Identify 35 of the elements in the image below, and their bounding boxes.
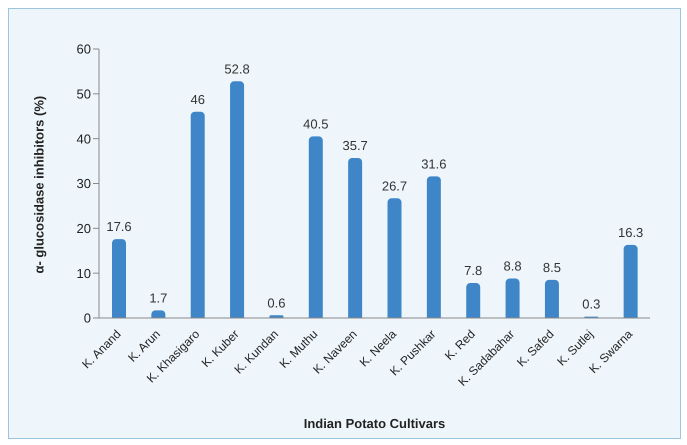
data-label: 46: [190, 92, 205, 107]
bar: [466, 283, 480, 318]
y-tick-label: 30: [76, 176, 91, 192]
data-label: 0.6: [267, 295, 286, 310]
y-tick-label: 10: [76, 266, 91, 281]
y-tick-label: 20: [76, 220, 91, 236]
data-label: 8.5: [542, 260, 561, 275]
x-axis-title: Indian Potato Cultivars: [304, 416, 446, 431]
data-label: 52.8: [224, 61, 250, 76]
data-label: 35.7: [342, 138, 368, 153]
y-tick-label: 0: [84, 310, 91, 326]
data-label: 0.3: [582, 296, 600, 312]
bar: [190, 112, 205, 318]
bar: [506, 278, 520, 318]
bar: [112, 239, 126, 318]
bar: [348, 158, 362, 318]
data-label: 40.5: [303, 116, 328, 132]
bar: [388, 198, 402, 318]
bar: [426, 176, 441, 318]
y-tick-label: 40: [76, 131, 91, 146]
bar: [308, 136, 323, 318]
y-tick-label: 50: [76, 86, 91, 102]
data-label: 1.7: [149, 290, 168, 306]
bar: [624, 244, 638, 318]
data-label: 26.7: [382, 178, 408, 194]
data-label: 7.8: [464, 263, 482, 278]
y-tick-label: 60: [76, 42, 91, 57]
data-label: 8.8: [504, 258, 522, 274]
data-label: 31.6: [421, 156, 447, 172]
bar: [151, 310, 166, 318]
bar: [230, 81, 244, 318]
y-axis-title: α- glucosidase inhibitors (%): [32, 96, 47, 274]
data-label: 17.6: [106, 219, 132, 234]
data-label: 16.3: [618, 224, 644, 240]
bar: [544, 280, 559, 318]
